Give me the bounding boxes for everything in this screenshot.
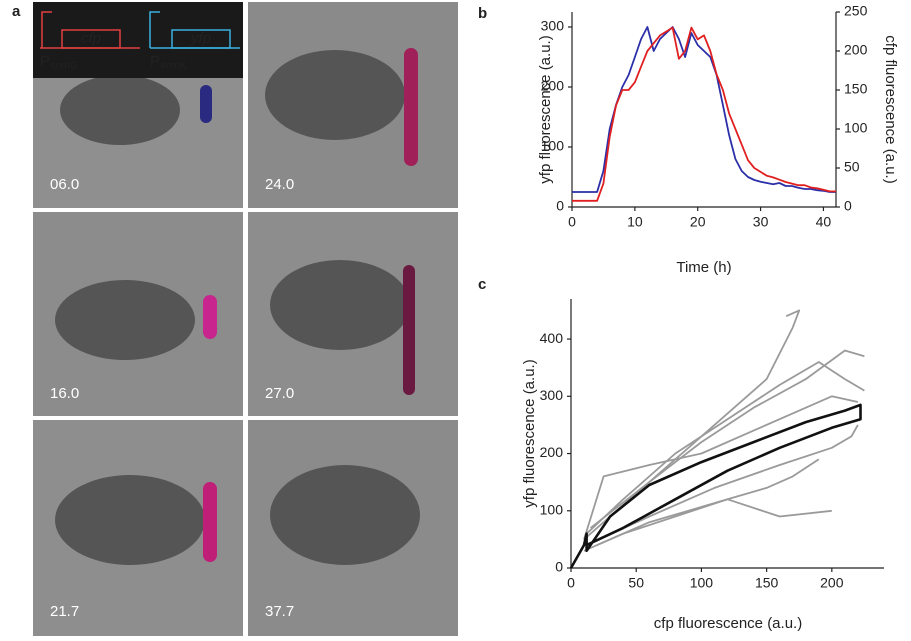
y-tick-label: 300 <box>540 387 564 403</box>
promoter-label: P <box>150 53 160 70</box>
tracked-cell <box>203 295 217 339</box>
x-tick-label: 0 <box>568 214 576 230</box>
tracked-cell <box>404 48 418 166</box>
panel-label: c <box>478 276 486 293</box>
x-tick-label: 30 <box>753 214 769 230</box>
data-line <box>585 361 865 535</box>
construct-panel <box>33 2 243 78</box>
micrographs: cfp yfp P comG P comK 06.0 24.0 16.0 27.… <box>33 2 458 636</box>
promoter-subscript: comK <box>161 61 187 72</box>
construct-diagram <box>40 11 240 49</box>
data-line <box>596 498 832 546</box>
y-axis-label: yfp fluorescence (a.u.) <box>521 359 538 507</box>
y-tick-label: 200 <box>541 78 565 94</box>
y-tick-label: 300 <box>541 18 565 34</box>
x-axis-label: Time (h) <box>676 259 731 276</box>
tracked-cell <box>200 85 212 123</box>
y-tick-label: 0 <box>555 559 563 575</box>
gene-label: yfp <box>190 30 211 47</box>
x-tick-label: 200 <box>820 575 844 591</box>
data-line <box>583 309 801 541</box>
tracked-cell <box>403 265 415 395</box>
panel-label: b <box>478 5 487 22</box>
data-line <box>572 26 836 193</box>
tracked-cell <box>203 482 217 562</box>
y-axis-label: yfp fluorescence (a.u.) <box>537 35 554 183</box>
y2-axis-label: cfp fluorescence (a.u.) <box>882 35 899 183</box>
data-line <box>583 395 859 540</box>
x-tick-label: 50 <box>628 575 644 591</box>
y-tick-label: 100 <box>540 501 564 517</box>
time-label: 06.0 <box>50 176 79 193</box>
cells <box>55 50 420 565</box>
y2-tick-label: 100 <box>844 120 868 136</box>
x-tick-label: 10 <box>627 214 643 230</box>
y2-tick-label: 150 <box>844 81 868 97</box>
x-tick-label: 20 <box>690 214 706 230</box>
time-label: 27.0 <box>265 385 294 402</box>
x-tick-label: 40 <box>816 214 832 230</box>
y-tick-label: 200 <box>540 444 564 460</box>
y2-tick-label: 250 <box>844 3 868 19</box>
data-line <box>572 26 836 202</box>
y2-tick-label: 0 <box>844 198 852 214</box>
x-axis-label: cfp fluorescence (a.u.) <box>654 615 802 632</box>
x-tick-label: 100 <box>690 575 714 591</box>
gene-label: cfp <box>81 30 101 47</box>
promoter-label: P <box>40 53 50 70</box>
data-line <box>590 349 865 529</box>
x-tick-label: 0 <box>567 575 575 591</box>
data-line <box>586 424 859 546</box>
x-tick-label: 150 <box>755 575 779 591</box>
y2-tick-label: 50 <box>844 159 860 175</box>
promoter-subscript: comG <box>51 61 78 72</box>
y-tick-label: 0 <box>556 198 564 214</box>
y-tick-label: 100 <box>541 138 565 154</box>
data-line <box>569 403 862 569</box>
y2-tick-label: 200 <box>844 42 868 58</box>
y-tick-label: 400 <box>540 330 564 346</box>
panel-label: a <box>12 3 21 20</box>
time-label: 16.0 <box>50 385 79 402</box>
time-label: 21.7 <box>50 603 79 620</box>
time-label: 24.0 <box>265 176 294 193</box>
time-label: 37.7 <box>265 603 294 620</box>
